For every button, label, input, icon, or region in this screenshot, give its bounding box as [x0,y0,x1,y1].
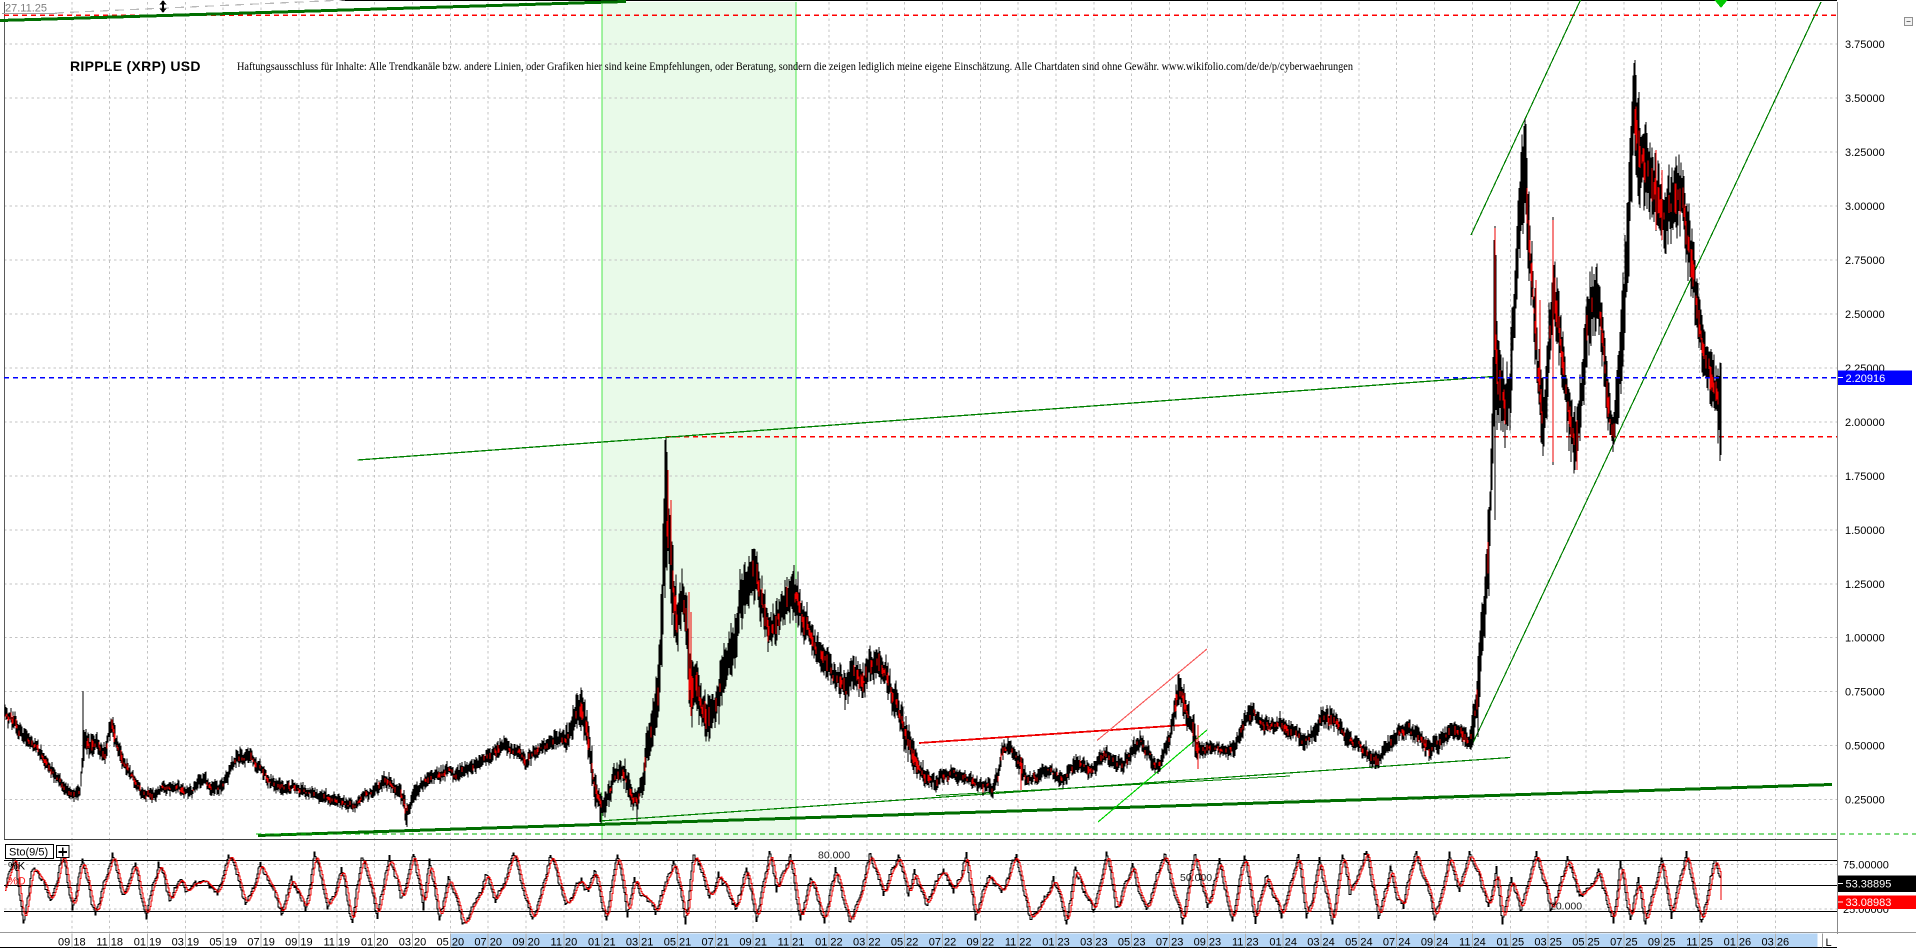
svg-text:3.50000: 3.50000 [1845,93,1885,105]
svg-text:11 22: 11 22 [1005,937,1032,948]
svg-text:07 20: 07 20 [474,937,502,948]
svg-text:09 25: 09 25 [1648,937,1676,948]
svg-text:1.00000: 1.00000 [1845,633,1885,645]
svg-text:0.50000: 0.50000 [1845,741,1885,753]
svg-text:05 22: 05 22 [891,937,919,948]
svg-text:01 24: 01 24 [1269,937,1297,948]
svg-text:09 20: 09 20 [512,937,540,948]
svg-text:05 24: 05 24 [1345,937,1373,948]
svg-text:05 19: 05 19 [209,937,237,948]
svg-text:80.000: 80.000 [818,850,850,862]
svg-text:07 21: 07 21 [702,937,730,948]
svg-text:11 21: 11 21 [778,937,805,948]
svg-text:07 23: 07 23 [1156,937,1184,948]
svg-text:01 20: 01 20 [361,937,389,948]
svg-text:01 21: 01 21 [588,937,616,948]
svg-text:01 26: 01 26 [1724,937,1752,948]
svg-text:33.08983: 33.08983 [1846,897,1892,909]
svg-text:09 21: 09 21 [739,937,767,948]
svg-text:1.75000: 1.75000 [1845,471,1885,483]
svg-text:%D: %D [8,876,26,888]
svg-text:09 19: 09 19 [285,937,313,948]
svg-text:01 25: 01 25 [1497,937,1525,948]
svg-text:11 24: 11 24 [1459,937,1486,948]
svg-text:03 24: 03 24 [1307,937,1335,948]
svg-text:03 26: 03 26 [1762,937,1790,948]
svg-text:03 25: 03 25 [1534,937,1562,948]
svg-text:03 19: 03 19 [172,937,200,948]
svg-text:3.75000: 3.75000 [1845,39,1885,51]
svg-text:01 19: 01 19 [134,937,162,948]
svg-text:2.50000: 2.50000 [1845,309,1885,321]
svg-text:01 22: 01 22 [815,937,843,948]
svg-text:07 24: 07 24 [1383,937,1411,948]
svg-text:11 20: 11 20 [551,937,578,948]
svg-text:27.11.25: 27.11.25 [5,3,47,15]
svg-text:05 20: 05 20 [437,937,465,948]
svg-text:75.00000: 75.00000 [1843,859,1889,871]
svg-text:07 25: 07 25 [1610,937,1638,948]
svg-text:2.00000: 2.00000 [1845,417,1885,429]
svg-text:11 18: 11 18 [96,937,123,948]
svg-text:53.38895: 53.38895 [1846,879,1892,891]
svg-text:03 20: 03 20 [399,937,427,948]
svg-text:0.25000: 0.25000 [1845,795,1885,807]
svg-text:09 18: 09 18 [58,937,86,948]
svg-text:0.75000: 0.75000 [1845,687,1885,699]
svg-text:2.75000: 2.75000 [1845,255,1885,267]
svg-text:07 22: 07 22 [929,937,957,948]
svg-text:03 22: 03 22 [853,937,881,948]
svg-text:09 24: 09 24 [1421,937,1449,948]
svg-text:3.00000: 3.00000 [1845,201,1885,213]
svg-text:L: L [1826,937,1832,948]
svg-text:1.50000: 1.50000 [1845,525,1885,537]
svg-text:RIPPLE (XRP) USD: RIPPLE (XRP) USD [70,58,201,74]
svg-text:Haftungsausschluss für Inhalte: Haftungsausschluss für Inhalte: Alle Tre… [237,61,1353,73]
svg-text:09 22: 09 22 [967,937,995,948]
svg-text:11 19: 11 19 [323,937,350,948]
svg-text:3.25000: 3.25000 [1845,147,1885,159]
svg-text:2.20916: 2.20916 [1846,373,1886,385]
svg-text:11 23: 11 23 [1232,937,1259,948]
svg-text:50.000: 50.000 [1180,872,1212,884]
svg-text:07 19: 07 19 [247,937,275,948]
svg-text:03 21: 03 21 [626,937,654,948]
svg-text:05 25: 05 25 [1572,937,1600,948]
svg-text:1.25000: 1.25000 [1845,579,1885,591]
svg-text:20.000: 20.000 [1550,901,1582,913]
svg-text:09 23: 09 23 [1194,937,1222,948]
svg-text:03 23: 03 23 [1080,937,1108,948]
svg-text:%K: %K [8,861,26,873]
svg-text:05 21: 05 21 [664,937,692,948]
svg-text:05 23: 05 23 [1118,937,1146,948]
svg-text:01 23: 01 23 [1042,937,1070,948]
svg-text:Sto(9/5): Sto(9/5) [9,847,48,859]
svg-text:11 25: 11 25 [1686,937,1713,948]
